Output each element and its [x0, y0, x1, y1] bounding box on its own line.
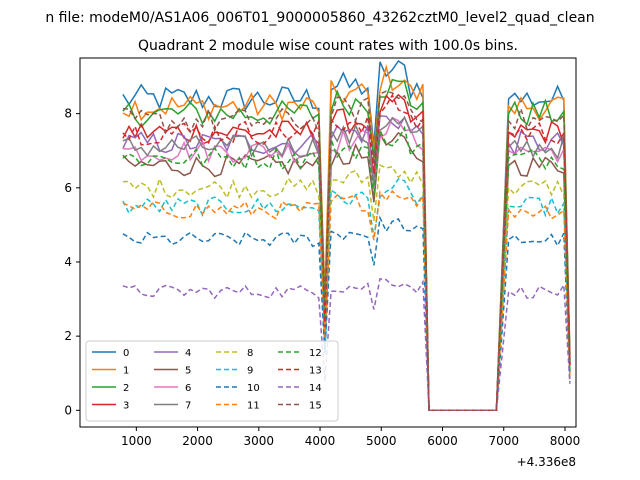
x-tick-label: 3000 — [244, 434, 275, 448]
x-tick-label: 8000 — [550, 434, 581, 448]
x-tick-label: 6000 — [427, 434, 458, 448]
legend-label-10: 10 — [247, 383, 260, 394]
legend-label-12: 12 — [309, 348, 322, 359]
legend-label-9: 9 — [247, 366, 253, 377]
series-line-11 — [122, 190, 571, 412]
series-line-15 — [122, 90, 571, 412]
plot-lines — [122, 59, 571, 412]
legend-box — [85, 340, 339, 422]
legend-label-2: 2 — [123, 383, 129, 394]
legend-label-8: 8 — [247, 348, 253, 359]
legend-label-7: 7 — [185, 401, 191, 412]
legend-label-11: 11 — [247, 401, 260, 412]
legend-label-13: 13 — [309, 366, 322, 377]
y-tick-label: 6 — [64, 181, 72, 195]
x-offset-label: +4.336e8 — [517, 455, 576, 469]
legend-label-4: 4 — [185, 348, 191, 359]
x-tick-label: 7000 — [488, 434, 519, 448]
y-tick-label: 4 — [64, 255, 72, 269]
x-tick-label: 1000 — [121, 434, 152, 448]
series-line-13 — [122, 93, 571, 412]
y-tick-label: 2 — [64, 329, 72, 343]
series-line-14 — [122, 277, 571, 412]
legend-label-14: 14 — [309, 383, 322, 394]
x-tick-label: 5000 — [366, 434, 397, 448]
y-tick-label: 8 — [64, 107, 72, 121]
axes-frame — [79, 57, 577, 428]
legend-label-5: 5 — [185, 366, 191, 377]
legend-label-6: 6 — [185, 383, 191, 394]
y-axis: 0 2 4 6 8 — [64, 107, 80, 417]
legend-label-0: 0 — [123, 348, 129, 359]
series-line-10 — [122, 215, 571, 412]
x-tick-label: 2000 — [182, 434, 213, 448]
legend-label-15: 15 — [309, 401, 322, 412]
legend-label-3: 3 — [123, 401, 129, 412]
x-axis: 1000 2000 3000 4000 5000 6000 7000 8000 — [121, 427, 580, 448]
chart-title: Quadrant 2 module wise count rates with … — [138, 38, 518, 54]
y-tick-label: 0 — [64, 403, 72, 417]
x-tick-label: 4000 — [305, 434, 336, 448]
legend-label-1: 1 — [123, 366, 129, 377]
figure-suptitle: n file: modeM0/AS1A06_006T01_9000005860_… — [45, 10, 594, 26]
